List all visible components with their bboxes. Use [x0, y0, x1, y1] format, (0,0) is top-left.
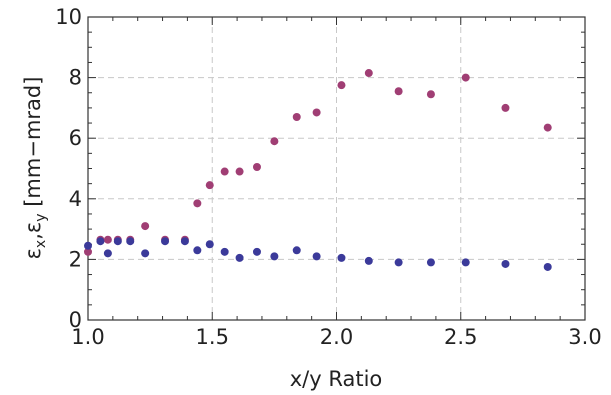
data-point-series-1 [394, 87, 403, 96]
data-point-series-2 [96, 237, 105, 246]
data-point-series-2 [270, 252, 279, 261]
y-axis-label: εx,εy [mm−mrad] [21, 77, 49, 260]
data-point-series-2 [426, 258, 435, 267]
data-points [84, 69, 552, 271]
axis-ticks [87, 16, 586, 321]
data-point-series-1 [235, 167, 244, 176]
data-point-series-1 [193, 199, 202, 208]
data-point-series-2 [113, 237, 122, 246]
x-tick-label: 2.0 [320, 325, 353, 349]
data-point-series-1 [501, 103, 510, 112]
data-point-series-1 [312, 108, 321, 117]
data-point-series-2 [252, 247, 261, 256]
data-point-series-2 [180, 237, 189, 246]
y-tick-label: 0 [69, 308, 82, 332]
x-tick-label: 2.5 [444, 325, 477, 349]
data-point-series-1 [461, 73, 470, 82]
x-tick-labels: 1.0 1.5 2.0 2.5 3.0 [71, 325, 601, 349]
data-point-series-2 [312, 252, 321, 261]
data-point-series-2 [501, 259, 510, 268]
data-point-series-2 [337, 253, 346, 262]
data-point-series-1 [103, 235, 112, 244]
data-point-series-2 [205, 240, 214, 249]
data-point-series-2 [543, 262, 552, 271]
data-point-series-1 [337, 81, 346, 90]
y-tick-label: 4 [69, 187, 82, 211]
x-tick-label: 1.5 [196, 325, 229, 349]
data-point-series-1 [364, 69, 373, 78]
data-point-series-2 [141, 249, 150, 258]
data-point-series-1 [84, 247, 92, 256]
data-point-series-2 [394, 258, 403, 267]
data-point-series-2 [126, 237, 135, 246]
x-tick-label: 3.0 [568, 325, 601, 349]
data-point-series-2 [235, 253, 244, 262]
y-tick-label: 10 [55, 5, 82, 29]
data-point-series-2 [84, 241, 92, 250]
data-point-series-2 [103, 249, 112, 258]
data-point-series-2 [161, 237, 170, 246]
y-tick-label: 8 [69, 66, 82, 90]
data-point-series-1 [426, 90, 435, 99]
data-point-series-2 [292, 246, 301, 255]
grid-lines [88, 17, 585, 320]
data-point-series-2 [364, 256, 373, 265]
data-point-series-1 [141, 222, 150, 231]
y-tick-label: 2 [69, 247, 82, 271]
x-tick-label: 1.0 [71, 325, 104, 349]
data-point-series-1 [543, 123, 552, 132]
data-point-series-1 [270, 137, 279, 146]
data-point-series-1 [205, 181, 214, 190]
x-axis-label: x/y Ratio [290, 367, 383, 391]
data-point-series-1 [292, 112, 301, 121]
y-tick-labels: 0 2 4 6 8 10 [55, 5, 82, 332]
y-tick-label: 6 [69, 126, 82, 150]
data-point-series-1 [220, 167, 229, 176]
data-point-series-1 [252, 162, 261, 171]
data-point-series-2 [461, 258, 470, 267]
data-point-series-2 [193, 246, 202, 255]
data-point-series-2 [220, 247, 229, 256]
